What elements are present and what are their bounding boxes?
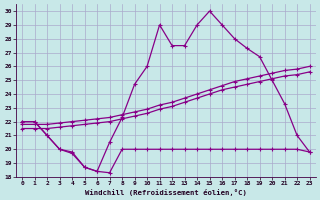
- X-axis label: Windchill (Refroidissement éolien,°C): Windchill (Refroidissement éolien,°C): [85, 189, 247, 196]
